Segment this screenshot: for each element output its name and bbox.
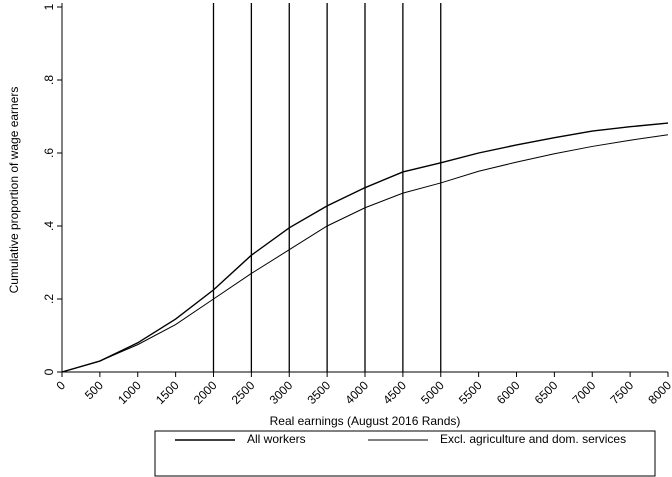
x-axis-label: Real earnings (August 2016 Rands) [270,414,461,428]
data-line [61,122,669,373]
y-tick-label: 1 [42,3,56,10]
data-line [61,134,669,373]
y-tick-label: .8 [42,75,56,85]
y-axis-label: Cumulative proportion of wage earners [7,87,21,294]
x-tick-label: 2000 [191,378,220,407]
x-tick-label: 0 [53,378,68,393]
x-tick-label: 500 [82,378,106,402]
x-tick-label: 3500 [304,378,333,407]
y-tick-label: .2 [42,294,56,304]
x-tick-label: 2500 [229,378,258,407]
x-tick-label: 3000 [267,378,296,407]
x-tick-label: 7000 [570,378,599,407]
x-tick-label: 7500 [607,378,636,407]
legend-label: Excl. agriculture and dom. services [440,432,626,446]
x-tick-label: 5000 [418,378,447,407]
x-tick-label: 1000 [115,378,144,407]
y-tick-label: .6 [42,148,56,158]
x-tick-label: 4500 [380,378,409,407]
x-tick-label: 4000 [342,378,371,407]
y-tick-label: 0 [42,368,56,375]
x-tick-label: 8000 [645,378,672,407]
legend-box [154,430,656,477]
x-tick-label: 1500 [153,378,182,407]
x-tick-label: 6000 [494,378,523,407]
x-tick-label: 5500 [456,378,485,407]
legend-label: All workers [247,432,306,446]
x-tick-label: 6500 [532,378,561,407]
y-tick-label: .4 [42,221,56,231]
